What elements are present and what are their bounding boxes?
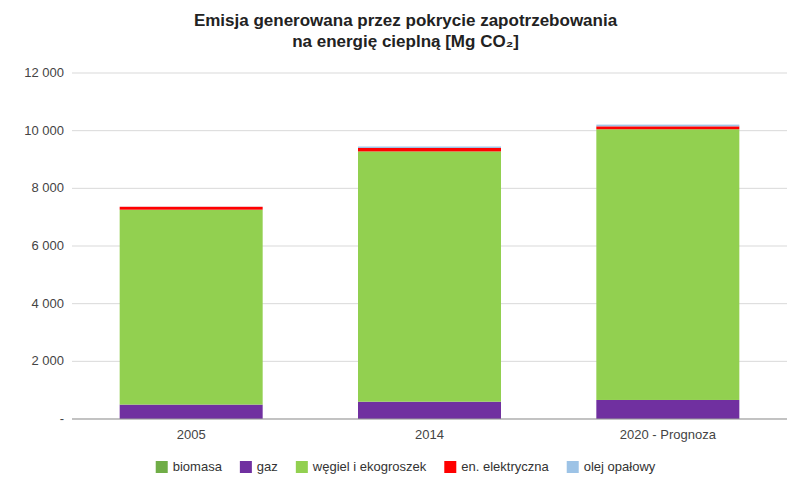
y-tick-label: 10 000 [24, 123, 64, 138]
bar-segment [120, 210, 263, 405]
x-tick-label: 2020 - Prognoza [620, 427, 717, 442]
legend-swatch [567, 461, 579, 473]
bar-segment [358, 402, 501, 419]
grid [72, 73, 787, 419]
x-tick-label: 2014 [415, 427, 444, 442]
bar-segment [120, 405, 263, 419]
y-tick-label: 6 000 [31, 238, 64, 253]
x-tick-label: 2005 [177, 427, 206, 442]
legend-item: biomasa [156, 459, 223, 474]
chart: Emisja generowana przez pokrycie zapotrz… [0, 0, 811, 497]
title: Emisja generowana przez pokrycie zapotrz… [194, 11, 618, 51]
legend-item: węgiel i ekogroszek [296, 459, 427, 474]
legend-label: olej opałowy [584, 459, 656, 474]
bar-segment [596, 126, 739, 129]
y-tick-label: 2 000 [31, 353, 64, 368]
legend-item: en. elektryczna [444, 459, 549, 474]
bar-segment [120, 206, 263, 207]
legend: biomasa gaz węgiel i ekogroszek en. elektry… [156, 459, 656, 474]
legend-label: węgiel i ekogroszek [312, 459, 427, 474]
bar-segment [358, 147, 501, 148]
legend-label: gaz [257, 459, 278, 474]
y-tick-label: 12 000 [24, 65, 64, 80]
y-tick-label: 4 000 [31, 296, 64, 311]
legend-swatch [156, 461, 168, 473]
legend-swatch [296, 461, 308, 473]
legend-swatch [240, 461, 252, 473]
bar-segment [596, 129, 739, 400]
bar-segment [358, 151, 501, 401]
legend-item: olej opałowy [567, 459, 656, 474]
bar-segment [358, 148, 501, 151]
legend-label: biomasa [173, 459, 223, 474]
bar-segment [596, 125, 739, 127]
legend-swatch [444, 461, 456, 473]
x-axis: 2005 2014 2020 - Prognoza [72, 419, 787, 442]
bar-segment [596, 400, 739, 419]
y-tick-label: - [60, 411, 64, 426]
bars [120, 125, 740, 419]
legend-item: gaz [240, 459, 278, 474]
grid-line [72, 73, 787, 74]
y-axis: - 2 000 4 000 6 000 8 000 10 000 12 000 [24, 65, 64, 426]
legend-label: en. elektryczna [461, 459, 549, 474]
grid-line [72, 419, 787, 420]
y-tick-label: 8 000 [31, 180, 64, 195]
bar-segment [120, 207, 263, 210]
x-axis-line [72, 419, 787, 420]
